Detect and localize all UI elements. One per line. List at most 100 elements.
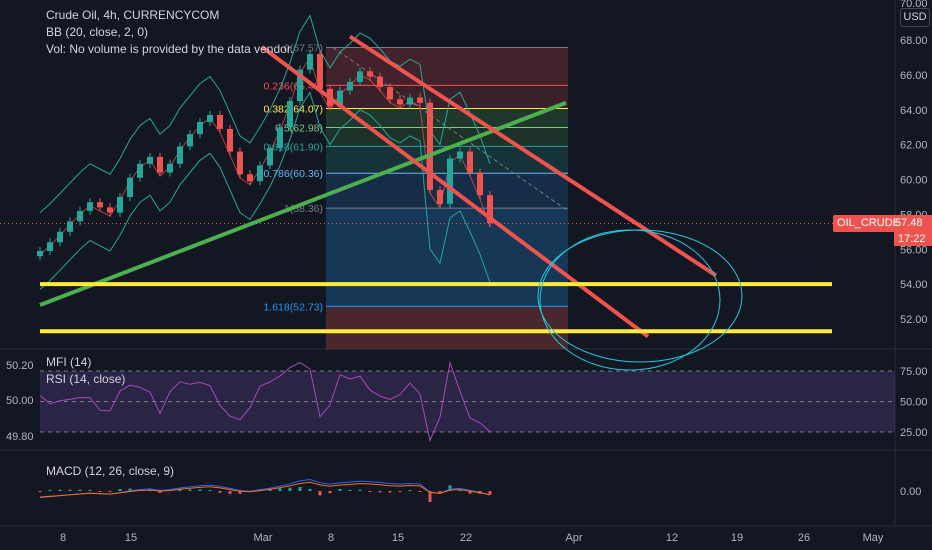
candle-body — [267, 148, 273, 166]
price-tick-label: 52.00 — [900, 314, 928, 326]
fib-zone — [326, 208, 568, 307]
candle-body — [487, 195, 493, 224]
candle-body — [357, 71, 363, 82]
macd-pane: 0.00 — [38, 478, 921, 502]
macd-legend[interactable]: MACD (12, 26, close, 9) — [46, 464, 175, 478]
candle-body — [417, 97, 423, 103]
rsi-line — [39, 360, 491, 443]
candle-body — [47, 242, 53, 251]
highlight-ellipse — [539, 229, 721, 371]
candle-body — [187, 134, 193, 147]
macd-histogram-bar — [328, 491, 332, 494]
fib-zone — [326, 108, 568, 128]
candle-body — [387, 87, 393, 100]
candle-body — [97, 202, 103, 208]
macd-histogram-bar — [388, 491, 392, 493]
macd-histogram-bar — [298, 487, 302, 491]
macd-histogram-bar — [458, 490, 462, 492]
time-tick-label: 15 — [392, 532, 404, 544]
macd-histogram-bar — [288, 487, 292, 491]
candle-body — [247, 174, 253, 182]
price-tick-label: 68.00 — [900, 35, 928, 47]
rsi-tick-label: 50.00 — [900, 397, 928, 409]
time-tick-label: May — [863, 532, 884, 544]
candle-body — [437, 189, 443, 204]
candle-body — [397, 99, 403, 105]
candle-body — [307, 53, 313, 70]
macd-histogram-bar — [238, 491, 242, 494]
price-tick-label: 66.00 — [900, 70, 928, 82]
candle-body — [317, 53, 323, 89]
macd-histogram-bar — [358, 489, 362, 491]
macd-histogram-bar — [448, 485, 452, 491]
candle-body — [297, 69, 303, 102]
macd-histogram-bar — [88, 489, 92, 491]
rsi-legend[interactable]: RSI (14, close) — [46, 372, 126, 386]
macd-histogram-bar — [228, 491, 232, 494]
candle-body — [427, 102, 433, 190]
macd-histogram-bar — [98, 491, 102, 492]
fib-level-label: 0.382(64.07) — [263, 104, 323, 116]
price-tick-label: 64.00 — [900, 105, 928, 117]
macd-histogram-bar — [368, 491, 372, 492]
candle-body — [237, 151, 243, 175]
currency-badge[interactable]: USD — [900, 8, 930, 27]
price-tick-label: 60.00 — [900, 175, 928, 187]
fibonacci-retracement[interactable]: 0(67.57)0.236(65.40)0.382(64.07)0.5(62.9… — [263, 42, 569, 349]
candle-body — [217, 114, 223, 129]
channel-line-lower — [260, 45, 650, 339]
fib-zone — [326, 85, 568, 109]
mfi-legend[interactable]: MFI (14) — [46, 355, 92, 369]
macd-histogram-bar — [468, 491, 472, 494]
price-tick-label: 56.00 — [900, 244, 928, 256]
candle-body — [87, 202, 93, 211]
candle-body — [107, 207, 113, 213]
candle-body — [117, 196, 123, 213]
bb-legend[interactable]: BB (20, close, 2, 0) — [46, 25, 149, 39]
fib-level-label: 1.618(52.73) — [263, 301, 323, 313]
time-tick-label: 8 — [60, 532, 66, 544]
time-tick-label: 12 — [666, 532, 678, 544]
candle-body — [137, 163, 143, 178]
candle-body — [157, 156, 163, 173]
price-tick-label: 70.00 — [900, 0, 928, 10]
candle-body — [57, 231, 63, 243]
macd-histogram-bar — [198, 489, 202, 491]
time-axis: 8 15 Mar 8 15 22 Apr 12 19 26 May — [60, 532, 884, 544]
macd-histogram-bar — [378, 491, 382, 493]
bar-countdown: 17:22 — [894, 232, 932, 246]
candle-body — [367, 71, 373, 77]
macd-histogram-bar — [308, 489, 312, 491]
macd-histogram-bar — [118, 489, 122, 491]
candle-body — [177, 146, 183, 164]
time-tick-label: 15 — [125, 532, 137, 544]
bb-upper-band — [39, 14, 491, 213]
macd-histogram-bar — [398, 491, 402, 492]
macd-histogram-bar — [148, 490, 152, 492]
price-axis: 68.0066.0064.0062.0060.0058.0056.0054.00… — [900, 0, 928, 326]
macd-histogram-bar — [488, 491, 492, 495]
symbol-legend[interactable]: Crude Oil, 4h, CURRENCYCOM — [46, 8, 220, 22]
candle-body — [127, 177, 133, 197]
macd-histogram-bar — [278, 488, 282, 491]
fib-zone — [326, 306, 568, 349]
mfi-tick-label: 49.80 — [6, 431, 34, 443]
candle-body — [447, 158, 453, 204]
macd-histogram-bar — [218, 491, 222, 493]
macd-histogram-bar — [78, 489, 82, 491]
time-tick-label: 22 — [460, 532, 472, 544]
candle-body — [197, 121, 203, 135]
macd-histogram-bar — [38, 491, 42, 492]
candle-body — [467, 151, 473, 173]
candle-body — [67, 221, 73, 232]
candle-body — [377, 76, 383, 88]
candle-body — [277, 127, 283, 149]
rsi-tick-label: 75.00 — [900, 366, 928, 378]
macd-histogram-bar — [158, 491, 162, 493]
drawings — [39, 34, 832, 371]
fib-level-label: 0.786(60.36) — [263, 168, 323, 180]
candle-body — [147, 156, 153, 164]
candle-body — [207, 114, 213, 122]
macd-histogram-bar — [408, 490, 412, 492]
